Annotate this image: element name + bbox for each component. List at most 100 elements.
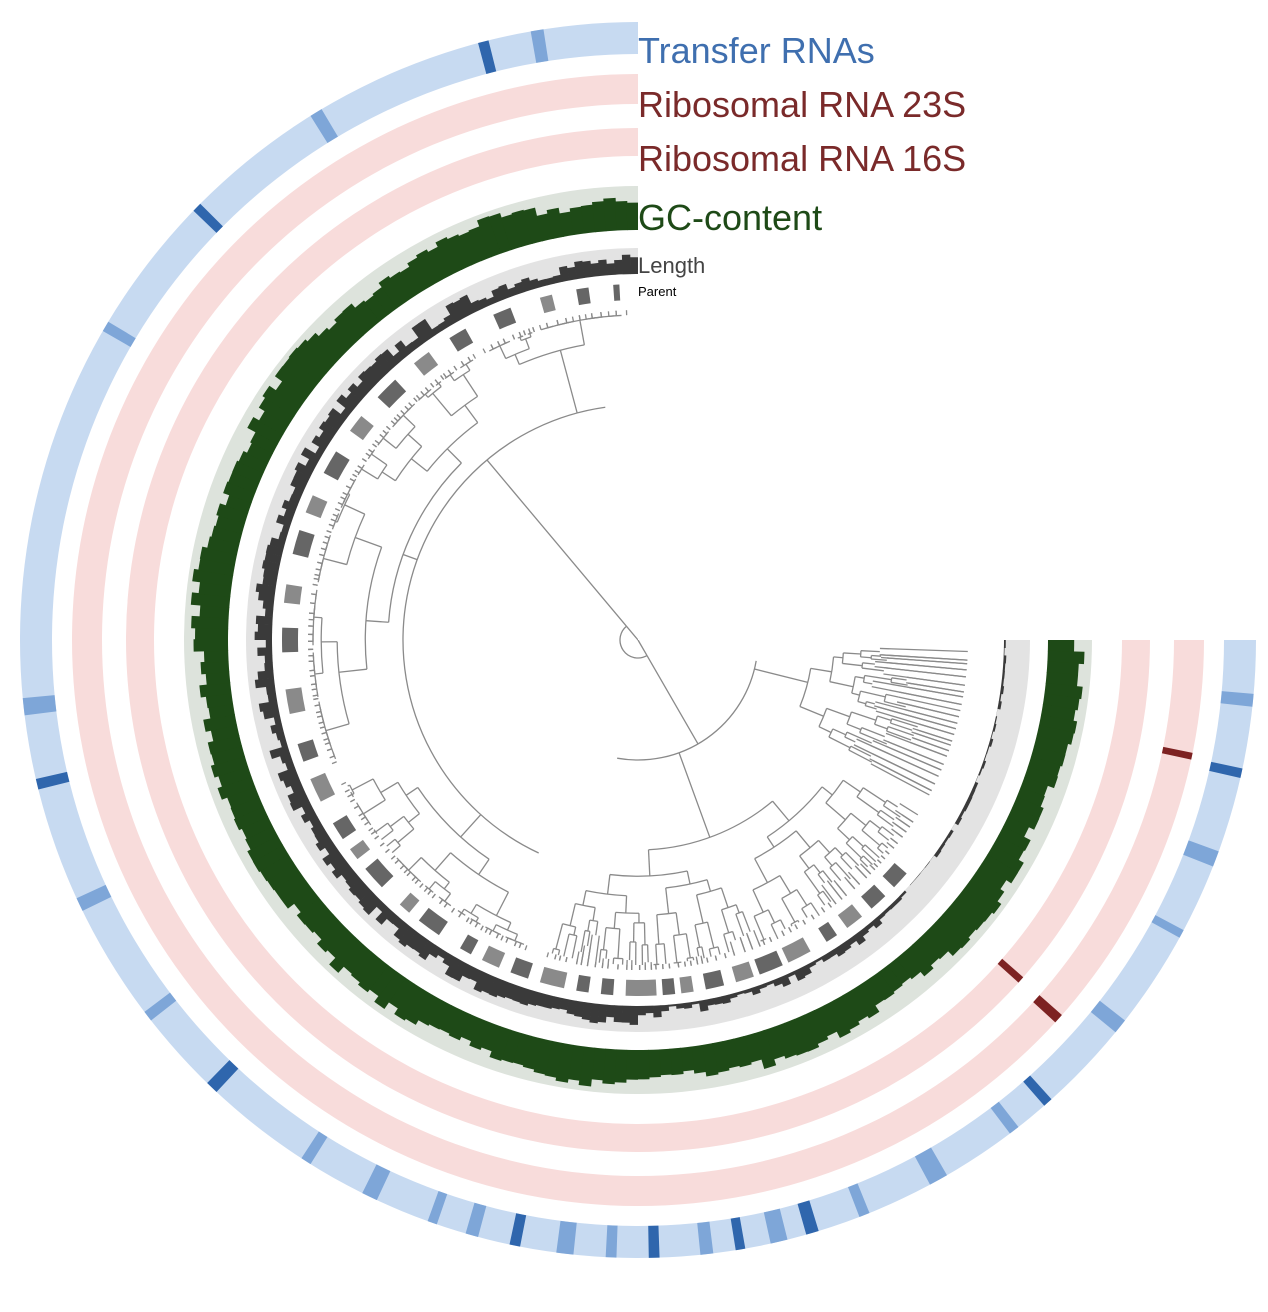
gc-bar — [794, 1014, 820, 1052]
tree-branch — [797, 920, 800, 923]
tree-branch — [821, 786, 833, 796]
tree-branch — [584, 314, 587, 320]
gc-bar — [223, 481, 256, 504]
gc-bar — [956, 889, 993, 922]
length-bar — [264, 655, 273, 664]
length-bar — [314, 829, 329, 843]
tree-arc — [363, 814, 368, 820]
tree-branch — [460, 360, 465, 366]
tree-branch — [414, 879, 420, 884]
tree-branch — [891, 677, 907, 681]
tree-branch — [595, 921, 599, 936]
tree-branch — [440, 375, 445, 380]
parent-block — [613, 284, 621, 301]
gc-bar — [238, 450, 269, 474]
parent-block — [305, 495, 328, 519]
tree-arc — [425, 388, 432, 394]
tree-arc — [328, 740, 332, 747]
tree-arc — [320, 559, 324, 567]
length-bar — [336, 394, 357, 413]
tree-branch — [775, 934, 779, 940]
tree-branch — [381, 829, 394, 840]
tree-branch — [790, 923, 793, 927]
gc-bar — [544, 1040, 564, 1078]
tree-branch — [386, 838, 396, 847]
length-bar — [574, 1000, 585, 1018]
parent-block — [861, 884, 886, 909]
tree-branch — [431, 893, 436, 899]
length-bar — [275, 730, 286, 741]
gc-bar — [199, 546, 238, 566]
tree-branch — [582, 890, 587, 906]
trna-mark — [1209, 761, 1243, 778]
length-bar — [281, 499, 298, 513]
dendrogram — [308, 310, 968, 970]
tree-arc — [397, 781, 420, 815]
length-bar — [418, 318, 436, 340]
tree-branch — [895, 816, 911, 828]
tree-arc — [615, 911, 639, 914]
length-bar — [992, 723, 997, 732]
tree-branch — [314, 573, 320, 577]
length-bar — [512, 985, 525, 1003]
tree-branch — [569, 903, 576, 926]
tree-branch — [833, 656, 844, 659]
tree-branch — [906, 703, 960, 718]
tree-arc — [883, 694, 887, 702]
tree-branch — [899, 803, 919, 816]
tree-branch — [311, 688, 317, 691]
tree-arc — [317, 577, 320, 583]
tree-arc — [696, 946, 702, 949]
tree-branch — [324, 742, 330, 745]
gc-bar — [615, 200, 628, 231]
tree-branch — [601, 963, 604, 969]
tree-arc — [417, 787, 490, 860]
layer-labels: Transfer RNAs Ribosomal RNA 23S Ribosoma… — [638, 30, 966, 299]
tree-branch — [326, 748, 332, 752]
length-bar — [398, 926, 417, 947]
tree-branch — [341, 781, 347, 786]
tree-branch — [817, 894, 826, 906]
tree-arc — [476, 903, 512, 924]
length-bar — [969, 788, 976, 798]
length-bar — [978, 767, 983, 776]
gc-bar — [625, 1049, 638, 1080]
trna-mark — [207, 1060, 239, 1092]
length-bar — [488, 977, 504, 998]
trna-mark — [730, 1217, 746, 1251]
length-bar — [551, 996, 562, 1010]
tree-arc — [519, 344, 585, 366]
tree-branch — [328, 523, 334, 527]
gc-bar — [591, 1047, 606, 1081]
tree-branch — [912, 727, 953, 742]
length-bar — [276, 514, 293, 527]
tree-branch — [453, 365, 458, 371]
length-bar — [582, 260, 593, 278]
gc-bar — [887, 958, 911, 985]
tree-branch — [309, 674, 316, 677]
parent-block — [781, 937, 811, 963]
length-bar — [985, 745, 990, 754]
parent-block — [625, 979, 657, 996]
tree-arc — [696, 887, 722, 896]
gc-bar — [1027, 756, 1061, 777]
gc-bar — [275, 380, 307, 408]
gc-bar — [415, 249, 443, 285]
gc-bar — [468, 226, 492, 262]
length-bar — [443, 314, 456, 327]
tree-arc — [485, 926, 490, 930]
gc-bar — [1012, 796, 1044, 820]
tree-branch — [714, 955, 718, 961]
tree-branch — [408, 857, 422, 871]
gc-bar — [211, 525, 243, 545]
tree-branch — [877, 847, 884, 854]
length-bar — [431, 325, 443, 336]
tree-branch — [879, 647, 968, 653]
tree-branch — [370, 830, 376, 835]
trna-mark — [990, 1101, 1019, 1134]
tree-branch — [555, 923, 564, 950]
gc-bar — [378, 275, 407, 309]
trna-mark — [310, 109, 338, 144]
tree-arc — [828, 728, 834, 738]
tree-branch — [424, 393, 429, 398]
